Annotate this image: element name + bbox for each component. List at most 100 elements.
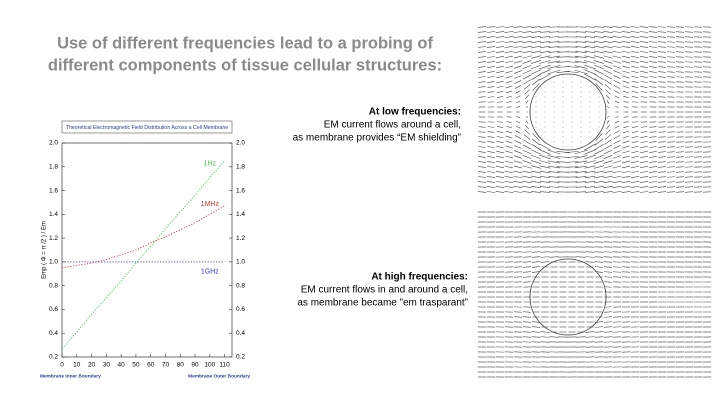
field-vector: [623, 131, 629, 133]
field-vector: [640, 161, 648, 162]
field-vector: [594, 51, 604, 53]
field-vector: [614, 90, 619, 93]
field-vector: [523, 75, 531, 79]
slide-title: different components of tissue cellular …: [48, 56, 442, 74]
field-vector: [640, 141, 647, 142]
field-vector: [487, 61, 495, 62]
field-vector: [607, 116, 608, 118]
field-vector: [632, 91, 638, 92]
field-vector: [658, 157, 666, 158]
field-vector: [613, 181, 622, 183]
field-vector: [604, 145, 612, 149]
field-vector: [515, 135, 521, 138]
field-vector: [667, 177, 675, 178]
field-vector: [505, 66, 513, 68]
field-vector: [649, 156, 657, 157]
field-vector: [622, 26, 631, 27]
field-vector: [676, 37, 684, 38]
field-vector: [505, 151, 513, 153]
field-vector: [667, 147, 675, 148]
field-vector: [531, 27, 541, 28]
field-vector: [497, 141, 504, 143]
field-vector: [514, 36, 523, 37]
field-vector: [487, 41, 495, 42]
field-vector: [595, 267, 603, 268]
y-axis-label: Emp ( Φ = π /2 ) / Em: [42, 221, 48, 279]
series-line: [62, 161, 225, 349]
field-vector: [497, 122, 503, 123]
field-vector: [496, 41, 504, 42]
field-vector: [649, 66, 657, 67]
field-vector: [487, 66, 495, 67]
field-vector: [604, 307, 611, 308]
field-vector: [594, 191, 604, 192]
field-vector: [594, 155, 604, 159]
field-vector: [685, 187, 693, 188]
field-vector: [506, 131, 512, 133]
field-vector: [649, 32, 657, 33]
field-vector: [640, 66, 648, 67]
field-vector: [586, 262, 595, 263]
field-vector: [514, 75, 521, 78]
field-vector: [488, 127, 495, 128]
field-vector: [685, 52, 693, 53]
field-vector: [478, 42, 486, 43]
field-vector: [514, 56, 523, 58]
field-vector: [658, 192, 666, 193]
field-vector: [632, 141, 639, 143]
field-vector: [513, 26, 522, 27]
field-vector: [586, 342, 595, 343]
field-vector: [676, 77, 684, 78]
field-vector: [623, 91, 629, 93]
field-vector: [667, 37, 675, 38]
field-vector: [532, 342, 541, 343]
field-vector: [524, 135, 530, 140]
field-vector: [575, 70, 588, 74]
field-vector: [631, 51, 639, 52]
field-vector: [487, 176, 495, 177]
field-vector: [479, 97, 486, 98]
field-vector: [488, 136, 495, 137]
field-vector: [685, 37, 693, 38]
field-vector: [532, 327, 540, 328]
field-vector: [514, 41, 523, 43]
field-vector: [548, 155, 561, 158]
field-vector: [613, 151, 621, 154]
field-vector: [631, 146, 638, 148]
field-vector: [658, 172, 666, 173]
field-vector: [676, 52, 684, 53]
field-vector: [540, 27, 550, 28]
field-vector: [496, 166, 504, 168]
field-vector: [676, 177, 684, 178]
field-vector: [497, 91, 503, 92]
field-vector: [585, 192, 595, 193]
field-vector: [549, 37, 559, 38]
field-vector: [640, 171, 648, 172]
field-vector: [604, 327, 612, 328]
field-vector: [516, 96, 521, 98]
field-vector: [531, 65, 541, 69]
field-vector: [523, 161, 532, 164]
field-vector: [632, 122, 638, 123]
field-vector: [603, 166, 612, 168]
field-vector: [478, 61, 486, 62]
field-vector: [526, 106, 527, 108]
field-vector: [525, 125, 529, 129]
field-vector: [603, 161, 612, 164]
field-vector: [658, 162, 666, 163]
field-vector: [506, 121, 511, 122]
x-tick-label: 10: [73, 362, 81, 369]
field-vector: [649, 56, 657, 57]
field-vector: [505, 166, 513, 168]
field-vector: [658, 152, 666, 153]
field-vector: [603, 51, 612, 53]
field-vector: [487, 36, 495, 37]
field-vector: [615, 116, 619, 117]
field-vector: [676, 62, 684, 63]
plot-frame: [62, 143, 232, 357]
field-vector: [603, 36, 612, 37]
field-vector: [497, 136, 504, 137]
field-vector: [594, 27, 604, 28]
field-vector: [631, 171, 639, 172]
field-vector: [631, 46, 639, 47]
